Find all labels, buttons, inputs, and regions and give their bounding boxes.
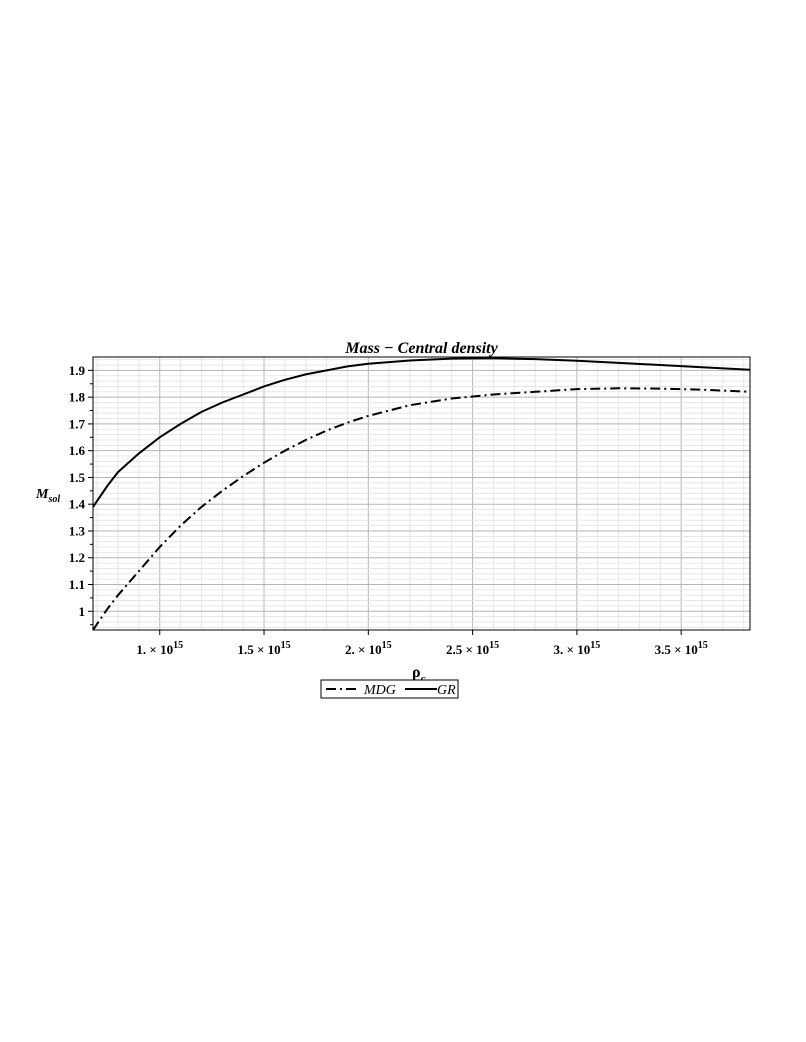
legend: MDG GR <box>320 679 459 699</box>
x-tick-label: 3. × 1015 <box>554 640 601 657</box>
y-tick-label: 1.2 <box>69 550 85 565</box>
y-tick-label: 1.9 <box>69 363 86 378</box>
grid <box>93 357 750 630</box>
series-line-gr <box>92 357 751 508</box>
y-tick-label: 1.4 <box>69 497 86 512</box>
y-tick-label: 1.6 <box>69 443 86 458</box>
y-axis-label-base: M <box>35 487 49 502</box>
y-tick-label: 1.1 <box>69 577 85 592</box>
x-axis-label-sub: c <box>421 673 426 685</box>
x-tick-label: 1. × 1015 <box>136 640 183 657</box>
y-axis-label-sub: sol <box>47 494 60 505</box>
plot-frame <box>92 356 751 631</box>
series-line-mdg <box>92 387 751 631</box>
y-tick-label: 1.7 <box>69 416 86 431</box>
x-axis-label: ρc <box>412 664 426 685</box>
ticks: 1. × 1015 1.5 × 1015 2. × 1015 2.5 × 1015 3.… <box>69 363 708 657</box>
legend-label-gr: GR <box>437 683 456 698</box>
x-tick-label: 1.5 × 1015 <box>237 640 290 657</box>
chart-title: Mass − Central density <box>344 340 498 357</box>
x-axis-label-base: ρ <box>412 664 421 681</box>
x-tick-label: 2. × 1015 <box>345 640 392 657</box>
y-tick-label: 1.5 <box>69 470 86 485</box>
x-tick-label: 3.5 × 1015 <box>655 640 708 657</box>
y-tick-label: 1.8 <box>69 390 86 405</box>
legend-box <box>320 679 459 699</box>
y-axis-label: Msol <box>35 487 60 505</box>
y-tick-label: 1.3 <box>69 523 86 538</box>
series-layer <box>92 357 751 631</box>
x-tick-label: 2.5 × 1015 <box>446 640 499 657</box>
legend-label-mdg: MDG <box>363 683 396 698</box>
y-tick-label: 1 <box>79 604 86 619</box>
